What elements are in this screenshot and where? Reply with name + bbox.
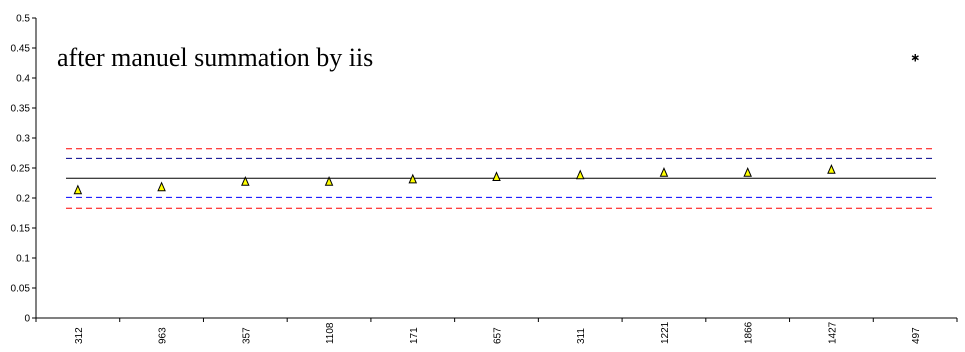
x-tick-label: 657 (493, 327, 504, 344)
triangle-point (157, 181, 166, 192)
y-tick-label: 0.2 (16, 194, 30, 205)
y-tick-label: 0.05 (11, 284, 31, 295)
x-tick-label: 171 (409, 327, 420, 344)
x-tick-label: 357 (241, 327, 252, 344)
triangle-point (575, 169, 585, 180)
x-tick-label: 1866 (744, 321, 755, 344)
triangle-point (241, 176, 250, 186)
asterisk-point: ∗ (910, 51, 920, 65)
y-tick-label: 0.5 (16, 14, 30, 25)
reference-lines (66, 148, 936, 209)
triangle-point (827, 164, 836, 174)
x-tick-label: 1108 (325, 322, 336, 344)
x-ticks: 312 963 357 1108 171 657 311 1221 1866 1427 497 (35, 318, 958, 344)
y-tick-label: 0.4 (16, 74, 30, 85)
triangle-point (73, 184, 83, 195)
chart-annotation: after manuel summation by iis (57, 43, 373, 72)
triangle-point (408, 173, 418, 184)
y-tick-label: 0.3 (16, 134, 30, 145)
x-tick-label: 1221 (660, 321, 671, 344)
y-tick-label: 0.1 (16, 254, 30, 265)
triangle-point (324, 176, 334, 186)
x-tick-label: 963 (158, 327, 169, 344)
y-tick-label: 0.35 (11, 104, 31, 115)
y-tick-label: 0.45 (11, 44, 31, 55)
y-ticks: 0 0.05 0.1 0.15 0.2 0.25 0.3 0.35 0.4 0.45 0.5 (11, 14, 36, 325)
triangle-point (743, 167, 752, 177)
triangle-point (492, 171, 501, 181)
x-tick-label: 312 (74, 327, 85, 344)
y-tick-label: 0.15 (11, 224, 31, 235)
data-points: ∗ (73, 51, 920, 195)
x-tick-label: 1427 (827, 321, 838, 344)
triangle-point (659, 167, 669, 177)
x-tick-label: 311 (576, 328, 587, 344)
y-tick-label: 0 (24, 314, 30, 325)
x-tick-label: 497 (911, 327, 922, 344)
y-tick-label: 0.25 (11, 164, 31, 175)
